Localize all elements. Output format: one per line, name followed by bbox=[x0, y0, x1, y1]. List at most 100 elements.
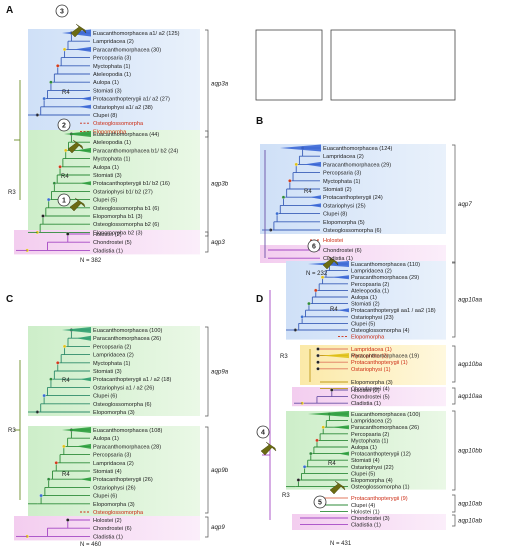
group-bracket bbox=[205, 29, 209, 138]
support-node bbox=[62, 444, 66, 449]
support-node bbox=[294, 162, 298, 167]
support-node bbox=[46, 477, 51, 481]
gene-label: aqp3a bbox=[211, 81, 229, 88]
group-bracket bbox=[205, 326, 209, 417]
taxon-label: Aulopa (1) bbox=[351, 445, 377, 451]
taxon-label: Stomiati (4) bbox=[93, 469, 122, 475]
gene-label: aqp3 bbox=[211, 239, 225, 246]
taxon-label: Elopomorpha (3) bbox=[351, 380, 393, 386]
taxon-label: Paracanthomorphacea (30) bbox=[93, 47, 161, 53]
event-number-circle bbox=[57, 193, 71, 207]
gene-label: aqp10ba bbox=[458, 361, 483, 368]
taxon-label: Ostariophysi (25) bbox=[323, 203, 366, 209]
wgd-marker: R4 bbox=[62, 90, 70, 96]
group-bracket bbox=[205, 426, 209, 514]
olive-arrow-icon bbox=[260, 441, 277, 456]
support-legend-box bbox=[255, 29, 323, 101]
taxon-label: Cladistia (1) bbox=[93, 534, 123, 540]
support-node bbox=[42, 393, 46, 398]
taxon-label: Stomiati (4) bbox=[351, 458, 380, 464]
event-number-circle bbox=[55, 4, 69, 18]
clade-wedge bbox=[304, 161, 321, 167]
clade-background bbox=[292, 387, 446, 407]
taxon-label: Holostei (2) bbox=[93, 232, 122, 238]
wgd-marker: R3 bbox=[280, 354, 288, 360]
support-node bbox=[330, 388, 334, 392]
support-node bbox=[316, 353, 320, 358]
wgd-marker: R4 bbox=[62, 472, 70, 478]
pseudogene-label: Protacanthopterygii (9) bbox=[351, 496, 408, 502]
wgd-marker: R4 bbox=[61, 174, 69, 180]
taxon-label: Lampridacea (2) bbox=[93, 353, 134, 359]
support-node bbox=[52, 181, 57, 185]
taxon-label: Elopomorpha b1 (3) bbox=[93, 214, 143, 220]
taxon-label: Clupei (5) bbox=[351, 471, 375, 477]
support-node bbox=[39, 493, 43, 498]
taxon-label: Euacanthomorphacea (108) bbox=[93, 428, 162, 434]
support-node bbox=[275, 211, 279, 216]
support-node bbox=[49, 80, 53, 84]
support-node bbox=[66, 232, 70, 236]
taxon-label: Paracanthomorphacea (19) bbox=[351, 354, 419, 360]
clade-wedge bbox=[76, 443, 91, 449]
wgd-marker: R4 bbox=[304, 189, 312, 195]
group-bracket bbox=[452, 410, 456, 491]
lost-taxon-label: Osteoglossomorpha bbox=[93, 121, 144, 127]
taxon-label: Euacanthomorphacea (110) bbox=[351, 262, 420, 268]
taxon-label: Holostei (2) bbox=[351, 388, 380, 394]
wgd-marker: R3 bbox=[282, 493, 290, 499]
taxon-label: Clupei (5) bbox=[351, 321, 375, 327]
taxon-label: Ateleopodia (1) bbox=[93, 72, 131, 78]
event-number: 4 bbox=[261, 430, 265, 437]
taxon-label: Aulopa (1) bbox=[93, 165, 119, 171]
support-node bbox=[296, 478, 301, 482]
event-number-circle bbox=[313, 495, 327, 509]
taxon-label: Osteoglossomorpha b2 (6) bbox=[93, 222, 159, 228]
clade-wedge bbox=[62, 327, 91, 333]
taxon-label: Clupei (8) bbox=[93, 113, 117, 119]
clade-wedge bbox=[308, 411, 349, 417]
support-node bbox=[309, 451, 313, 456]
taxon-label: Clupei (6) bbox=[93, 394, 117, 400]
taxon-label: Ostariophysi (22) bbox=[351, 465, 394, 471]
gene-label: aqp10ab bbox=[458, 518, 483, 525]
taxon-label: Stomiati (3) bbox=[93, 88, 122, 94]
taxon-label: Paracanthomorphacea (26) bbox=[93, 336, 161, 342]
taxon-label: Chondrostei (6) bbox=[323, 248, 362, 254]
group-bracket bbox=[205, 231, 209, 253]
support-node bbox=[66, 518, 70, 522]
taxon-label: Protacanthopterygii a1 / a2 (18) bbox=[93, 377, 171, 383]
group-bracket bbox=[205, 130, 209, 237]
pseudogene-label: Myctophata (2) bbox=[351, 354, 388, 360]
support-node bbox=[316, 367, 320, 371]
support-node bbox=[307, 301, 311, 306]
taxon-label: Protacanthopterygii a1/ a2 (27) bbox=[93, 97, 170, 103]
clade-wedge bbox=[310, 195, 321, 200]
sample-count-a: N = 382 bbox=[80, 258, 102, 264]
lost-taxon-label: Elopomorpha bbox=[351, 335, 385, 341]
wgd-marker: R4 bbox=[330, 307, 338, 313]
taxon-label: Stomiati (2) bbox=[323, 187, 352, 193]
support-node bbox=[316, 360, 320, 364]
taxon-label: Osteoglossomorpha (6) bbox=[323, 228, 382, 234]
taxon-label: Lampridacea (2) bbox=[323, 154, 364, 160]
support-node bbox=[315, 438, 319, 443]
sample-count-c: N = 460 bbox=[80, 542, 102, 548]
event-number-circle bbox=[57, 118, 71, 132]
event-number: 1 bbox=[62, 198, 66, 205]
taxon-label: Osteoglossomorpha (1) bbox=[351, 485, 410, 491]
support-node bbox=[281, 195, 286, 199]
gene-label: aqp10bb bbox=[458, 448, 483, 455]
taxon-label: Myctophata (1) bbox=[351, 438, 388, 444]
taxon-label: Ostariophysi (23) bbox=[351, 315, 394, 321]
support-node bbox=[56, 64, 60, 68]
clade-wedge bbox=[76, 147, 91, 153]
olive-arrow-icon bbox=[69, 197, 86, 212]
lost-taxon-label: Osteoglossomorpha bbox=[93, 510, 144, 516]
taxon-label: Cladistia (1) bbox=[323, 256, 353, 262]
taxon-label: Percopsaria (3) bbox=[93, 56, 131, 62]
clade-wedge bbox=[308, 203, 321, 208]
taxon-label: Elopomorpha (3) bbox=[93, 410, 135, 416]
taxon-label: Myctophata (1) bbox=[323, 179, 360, 185]
taxon-label: Euacanthomorphacea (44) bbox=[93, 132, 159, 138]
